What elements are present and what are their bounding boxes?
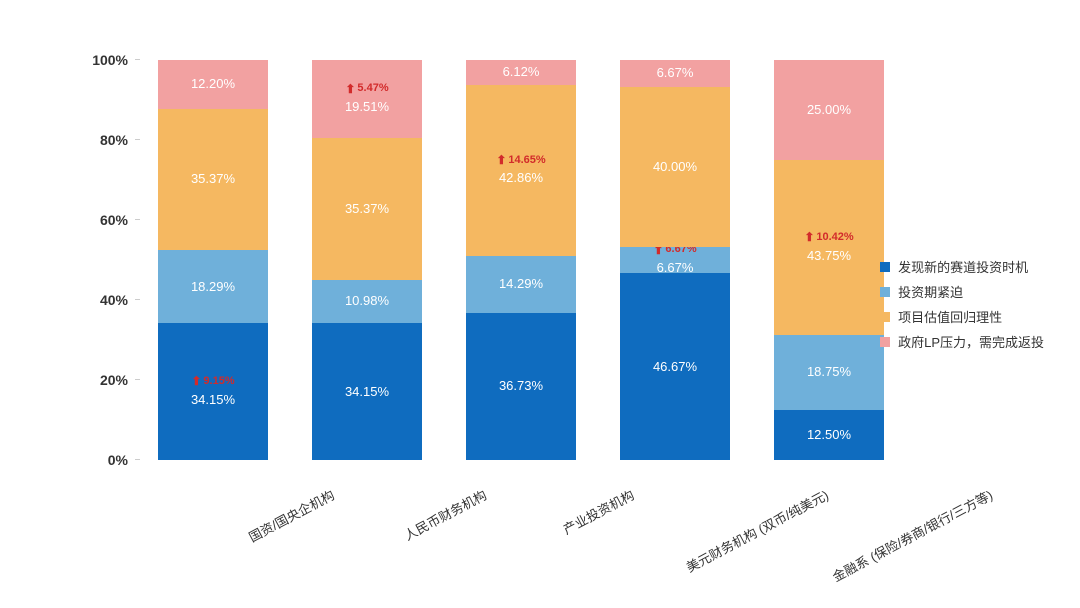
legend-swatch: [880, 262, 890, 272]
bar-segment: 35.37%: [312, 138, 422, 279]
segment-annotation: ⬆10.42%: [804, 230, 853, 244]
plot-area: 0%20%40%60%80%100%⬆9.15%34.15%18.29%35.3…: [140, 60, 902, 460]
x-axis-category-label: 国资/国央企机构: [232, 460, 338, 546]
bar-segment: 18.29%: [158, 250, 268, 323]
bar-column: 46.67% ⬆6.67%6.67% 40.00% 6.67%: [620, 60, 730, 460]
legend-swatch: [880, 337, 890, 347]
legend-item: 政府LP压力，需完成返投: [880, 332, 1044, 351]
segment-value-label: 40.00%: [653, 158, 697, 176]
y-axis-tick: [135, 379, 140, 380]
legend-item: 投资期紧迫: [880, 282, 1044, 301]
segment-value-label: 46.67%: [653, 358, 697, 376]
bar-segment: 10.98%: [312, 280, 422, 324]
segment-value-label: 10.98%: [345, 292, 389, 310]
bar-segment: 34.15%: [312, 323, 422, 460]
legend-item: 发现新的赛道投资时机: [880, 257, 1044, 276]
arrow-up-icon: ⬆: [496, 153, 506, 167]
bar-column: ⬆9.15% 34.15% 18.29% 35.37% 12.20%: [158, 60, 268, 460]
segment-value-label: 12.20%: [191, 75, 235, 93]
segment-value-label: 6.67%: [657, 64, 694, 82]
segment-value-label: 34.15%: [345, 383, 389, 401]
segment-value-label: 6.67%: [657, 259, 694, 277]
arrow-up-icon: ⬆: [345, 82, 355, 96]
bar-segment: 40.00%: [620, 87, 730, 247]
legend-item: 项目估值回归理性: [880, 307, 1044, 326]
segment-value-label: 25.00%: [807, 101, 851, 119]
legend-swatch: [880, 287, 890, 297]
x-axis-category-label: 金融系 (保险/券商/银行/三方等): [815, 460, 995, 586]
bar-segment: ⬆5.47% 19.51%: [312, 60, 422, 138]
x-axis-category-label: 美元财务机构 (双币/纯美元): [669, 460, 831, 576]
legend-label: 发现新的赛道投资时机: [898, 257, 1028, 276]
y-axis-label: 20%: [100, 372, 140, 388]
bar-column: 36.73% 14.29% ⬆14.65% 42.86% 6.12%: [466, 60, 576, 460]
segment-value-label: 12.50%: [807, 426, 851, 444]
segment-value-label: 6.12%: [503, 63, 540, 81]
bar-segment: 6.67%: [620, 60, 730, 87]
bar-column: 34.15% 10.98% 35.37% ⬆5.47% 19.51%: [312, 60, 422, 460]
bar-segment: 6.12%: [466, 60, 576, 84]
segment-value-label: 42.86%: [499, 169, 543, 187]
arrow-up-icon: ⬆: [191, 374, 201, 388]
segment-value-label: 19.51%: [345, 98, 389, 116]
x-axis-category-label: 人民币财务机构: [387, 460, 489, 544]
legend: 发现新的赛道投资时机投资期紧迫项目估值回归理性政府LP压力，需完成返投: [880, 251, 1044, 357]
y-axis-tick: [135, 219, 140, 220]
bar-segment: 12.50%: [774, 410, 884, 460]
segment-value-label: 14.29%: [499, 275, 543, 293]
bar-segment: ⬆14.65% 42.86%: [466, 85, 576, 256]
arrow-up-icon: ⬆: [804, 230, 814, 244]
bar-segment: 14.29%: [466, 256, 576, 313]
bar-segment: ⬆6.67%6.67%: [620, 247, 730, 274]
segment-value-label: 35.37%: [345, 200, 389, 218]
segment-annotation: ⬆5.47%: [345, 82, 388, 96]
stacked-bar-chart: 0% 20% 40% 60% 80% 100% ⬆9.15% 34.15% 18.29% 35.3…: [0, 0, 1080, 608]
segment-value-label: 43.75%: [807, 247, 851, 265]
segment-value-label: 34.15%: [191, 391, 235, 409]
legend-label: 投资期紧迫: [898, 282, 963, 301]
segment-value-label: 36.73%: [499, 377, 543, 395]
y-axis-label: 80%: [100, 132, 140, 148]
bar-segment: 25.00%: [774, 60, 884, 160]
y-axis-label: 40%: [100, 292, 140, 308]
y-axis-tick: [135, 139, 140, 140]
segment-value-label: 18.29%: [191, 278, 235, 296]
x-axis-category-label: 产业投资机构: [546, 460, 637, 538]
bar-segment: ⬆9.15% 34.15%: [158, 323, 268, 460]
y-axis-tick: [135, 459, 140, 460]
y-axis-label: 100%: [92, 52, 140, 68]
legend-swatch: [880, 312, 890, 322]
y-axis-label: 60%: [100, 212, 140, 228]
segment-annotation: ⬆14.65%: [496, 153, 545, 167]
legend-label: 政府LP压力，需完成返投: [898, 332, 1044, 351]
segment-value-label: 18.75%: [807, 363, 851, 381]
bar-segment: 36.73%: [466, 313, 576, 460]
bar-segment: ⬆10.42% 43.75%: [774, 160, 884, 335]
y-axis-tick: [135, 59, 140, 60]
bar-segment: 46.67%: [620, 273, 730, 460]
y-axis-tick: [135, 299, 140, 300]
bar-column: 12.50% 18.75% ⬆10.42% 43.75% 25.00%: [774, 60, 884, 460]
legend-label: 项目估值回归理性: [898, 307, 1002, 326]
bar-segment: 12.20%: [158, 60, 268, 109]
bar-segment: 35.37%: [158, 109, 268, 250]
segment-annotation: ⬆9.15%: [191, 374, 234, 388]
bar-segment: 18.75%: [774, 335, 884, 410]
y-axis-label: 0%: [108, 452, 140, 468]
segment-value-label: 35.37%: [191, 170, 235, 188]
